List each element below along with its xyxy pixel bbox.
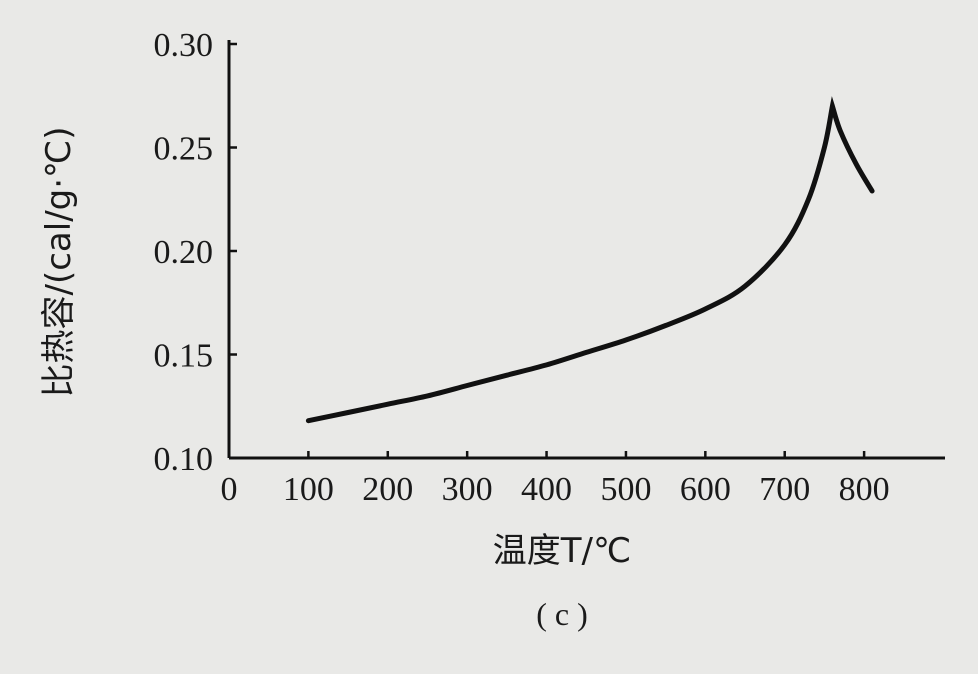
y-tick-label: 0.30	[154, 27, 214, 64]
series-layer	[305, 96, 875, 424]
y-tick-label: 0.15	[154, 338, 214, 375]
y-tick-label: 0.25	[154, 131, 214, 168]
y-ticks: 0.10 0.15 0.20 0.25 0.30	[154, 27, 237, 478]
x-axis-title: 温度T/℃	[493, 531, 631, 571]
x-tick-label: 800	[839, 471, 890, 508]
x-tick-label: 700	[759, 471, 810, 508]
y-tick-label: 0.10	[154, 441, 214, 478]
x-tick-label: 200	[362, 471, 413, 508]
axes	[227, 40, 945, 460]
x-tick-label: 500	[600, 471, 651, 508]
x-tick-label: 300	[442, 471, 493, 508]
x-tick-label: 100	[283, 471, 334, 508]
figure-caption: ( c )	[536, 596, 588, 632]
specific-heat-curve	[305, 96, 875, 424]
x-tick-label: 0	[221, 471, 238, 508]
x-ticks: 0 100 200 300 400 500 600 700 800	[221, 451, 890, 508]
x-tick-label: 400	[521, 471, 572, 508]
x-tick-label: 600	[680, 471, 731, 508]
y-axis-title: 比热容/(cal/g·℃)	[39, 127, 79, 398]
y-tick-label: 0.20	[154, 234, 214, 271]
